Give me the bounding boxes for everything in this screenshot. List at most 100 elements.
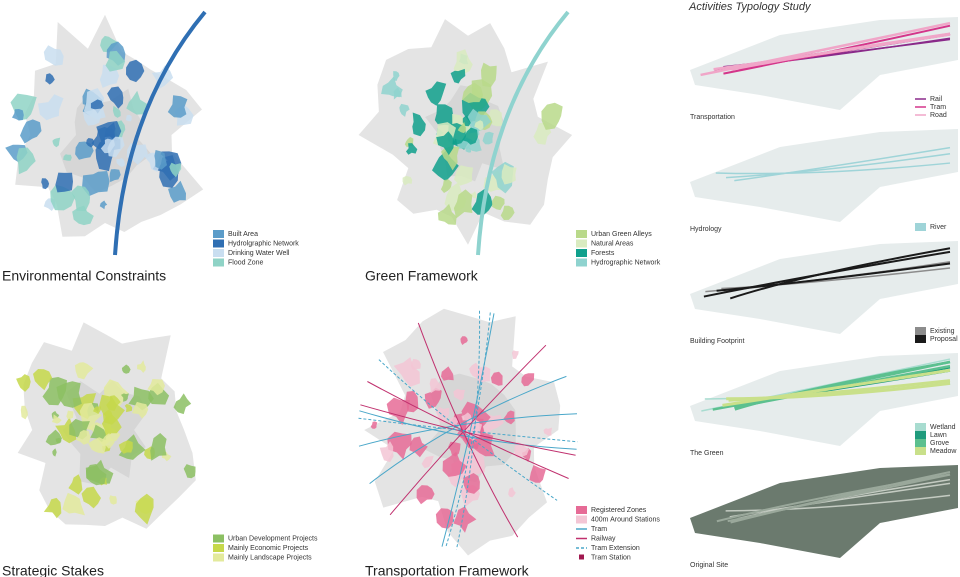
map-patch [514,441,529,458]
legend-label: Rail [930,96,943,103]
map-patch [453,388,465,401]
map-patch [522,448,532,463]
legend-label: Drinking Water Well [228,250,290,257]
map-patch [393,87,402,100]
map-patch [169,162,182,178]
site-feature [730,471,951,524]
legend-swatch [213,553,224,562]
legend-label: Tram [591,526,607,533]
map-patch [86,464,107,486]
map-patch [132,401,149,419]
legend-swatch [579,554,584,560]
map-patch [128,386,154,411]
legend-swatch [915,223,926,231]
map-patch [106,395,121,411]
map-line [441,313,495,547]
map-patch [470,191,477,199]
map-patch [82,171,110,197]
map-patch [126,59,145,83]
site-feature [716,473,951,523]
map-patch [100,35,118,53]
map-patch [66,410,74,420]
map-patch [118,440,133,454]
map-patch [90,99,104,114]
map-patch [474,120,484,131]
legend-label: Mainly Landscape Projects [228,554,312,561]
map-patch [33,369,53,391]
legend-label: Hydrographic Network [591,259,661,266]
map-patch [393,357,420,387]
map-patch [38,94,64,121]
map-patch [83,108,101,126]
legend-label: 400m Around Stations [591,516,660,523]
map-patch [81,486,101,509]
legend-swatch [915,431,926,439]
map-patch [183,464,196,479]
map-patch [460,336,468,345]
river [113,10,207,256]
map-patch [453,189,473,219]
map-patch [43,45,64,66]
map-patch [543,427,552,436]
map-patch [529,465,546,483]
map-patch [436,131,455,156]
map-patch [501,164,517,185]
map-line [378,359,558,501]
river [476,10,570,256]
legend-swatch [213,534,224,543]
legend-swatch [576,258,587,267]
map-patch [167,95,188,118]
map [5,10,207,256]
site-strip [690,17,958,110]
map-patch [112,105,121,118]
map-patch [126,90,149,115]
map-patch [105,50,126,72]
map-line [445,312,491,548]
map-patch [86,138,95,148]
map-patch [168,180,186,203]
study-title: Activities Typology Study [688,1,812,13]
map-patch [55,172,73,193]
map-patch [421,455,434,469]
map-patch [107,86,124,109]
site-feature [727,473,951,523]
map-patch [454,165,474,186]
site-feature [703,250,951,298]
map-line [417,322,519,538]
map-patch [492,195,505,211]
map-patch [62,492,85,516]
legend-label: Natural Areas [591,240,634,247]
map-patch [437,203,457,225]
strip-label: The Green [690,450,724,457]
map-patch [462,127,478,145]
map-patch [99,200,108,210]
legend-label: Tram Station [591,554,631,561]
map-patch [88,437,106,454]
map-patch [150,433,167,461]
map-patch [453,506,477,533]
map-patch [453,49,473,78]
map-line [369,375,567,484]
map-patch [440,179,452,193]
legend-swatch [576,515,587,524]
map-patch [121,364,131,374]
map-patch [147,379,165,396]
map-patch [55,437,62,444]
map-patch [43,497,62,519]
map-patch [425,81,447,106]
map-patch [379,441,394,463]
legend-swatch [213,544,224,552]
map-patch [467,136,482,152]
legend-label: Tram Extension [591,545,640,552]
panel-title: Environmental Constraints [2,268,166,284]
map-patch [463,473,480,494]
map-patch [137,360,146,373]
map-patch [500,205,515,220]
map-patch [42,377,67,406]
legend-swatch [915,439,926,447]
map-patch [399,103,410,117]
legend-label: Road [930,112,947,119]
map-patch [121,393,129,402]
map-patch [467,108,492,132]
legend-swatch [213,239,224,248]
